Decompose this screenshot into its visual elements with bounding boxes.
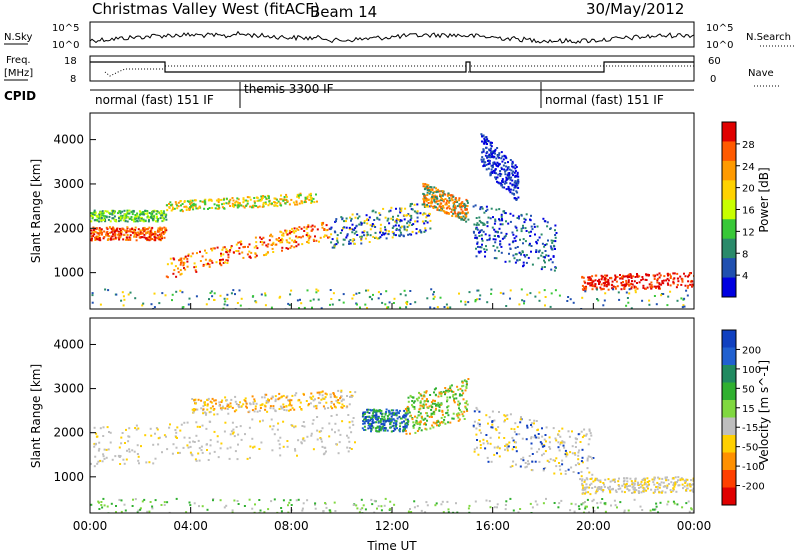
colorbar-tick-label: 28 bbox=[742, 140, 755, 151]
colorbar-swatch bbox=[722, 487, 736, 506]
power-colorbar-label: Power [dB] bbox=[757, 167, 771, 232]
colorbar-swatch bbox=[722, 277, 736, 298]
freq-label-1: Freq. bbox=[6, 55, 31, 66]
range-tick-label: 1000 bbox=[53, 470, 84, 484]
time-tick-label: 16:00 bbox=[475, 519, 510, 533]
power-heatmap bbox=[90, 133, 694, 309]
noise-rtick-top: 10^5 bbox=[706, 23, 733, 34]
colorbar-tick-label: 8 bbox=[742, 249, 748, 260]
colorbar-tick-label: 12 bbox=[742, 227, 755, 238]
nave-trace bbox=[104, 65, 694, 77]
range-tick-label: 1000 bbox=[53, 266, 84, 280]
cpid-segment-1: normal (fast) 151 IF bbox=[95, 93, 214, 107]
noise-tick-bottom: 10^0 bbox=[52, 40, 79, 51]
cpid-label: CPID bbox=[4, 89, 36, 103]
freq-label-2: [MHz] bbox=[4, 68, 33, 79]
date-label: 30/May/2012 bbox=[586, 0, 684, 18]
colorbar-swatch bbox=[722, 470, 736, 488]
velocity-ylabel: Slant Range [km] bbox=[29, 364, 43, 468]
cpid-segment-3: normal (fast) 151 IF bbox=[545, 93, 664, 107]
cpid-segment-2: themis 3300 IF bbox=[244, 82, 334, 96]
power-ylabel: Slant Range [km] bbox=[29, 159, 43, 263]
colorbar-swatch bbox=[722, 435, 736, 453]
freq-trace bbox=[90, 61, 694, 73]
colorbar-tick-label: 50 bbox=[742, 384, 755, 395]
range-tick-label: 3000 bbox=[53, 177, 84, 191]
colorbar-tick-label: 20 bbox=[742, 184, 755, 195]
colorbar-swatch bbox=[722, 141, 736, 162]
time-tick-label: 12:00 bbox=[375, 519, 410, 533]
time-axis: 00:00 04:00 08:00 12:00 16:00 20:00 00:00 bbox=[73, 303, 712, 533]
colorbar-swatch bbox=[722, 347, 736, 366]
velocity-panel: 1000 2000 3000 4000 Slant Range [km] 200 100… bbox=[29, 317, 771, 514]
noise-left-label: N.Sky bbox=[4, 32, 32, 43]
range-tick-label: 4000 bbox=[53, 337, 84, 351]
time-axis-label: Time UT bbox=[366, 539, 417, 553]
colorbar-tick-label: 16 bbox=[742, 206, 755, 217]
noise-sky-trace bbox=[89, 30, 695, 44]
colorbar-swatch bbox=[722, 258, 736, 279]
colorbar-swatch bbox=[722, 330, 736, 348]
time-tick-label: 20:00 bbox=[576, 519, 611, 533]
time-tick-label: 00:00 bbox=[73, 519, 108, 533]
colorbar-tick-label: -50 bbox=[742, 443, 758, 454]
velocity-colorbar: 200 100 50 15 -15 -50 -100 -200 bbox=[721, 329, 765, 506]
freq-tick-top: 18 bbox=[64, 56, 77, 67]
range-tick-label: 2000 bbox=[53, 426, 84, 440]
colorbar-swatch bbox=[722, 238, 736, 259]
colorbar-frame bbox=[721, 329, 737, 506]
colorbar-swatch bbox=[722, 122, 736, 142]
colorbar-tick-label: 4 bbox=[742, 271, 748, 282]
noise-rtick-bottom: 10^0 bbox=[706, 40, 733, 51]
nave-tick-bottom: 0 bbox=[710, 74, 716, 85]
velocity-colorbar-label: Velocity [m s^-1] bbox=[757, 360, 771, 464]
colorbar-swatch bbox=[722, 160, 736, 181]
freq-panel: Freq. [MHz] 18 8 60 0 Nave bbox=[4, 55, 780, 87]
time-tick-label: 04:00 bbox=[173, 519, 208, 533]
noise-right-label: N.Search bbox=[746, 32, 791, 43]
power-colorbar: 28 24 20 16 12 8 4 bbox=[721, 121, 755, 298]
beam-label: Beam 14 bbox=[310, 3, 377, 21]
colorbar-tick-label: 24 bbox=[742, 162, 755, 173]
colorbar-swatch bbox=[722, 199, 736, 220]
colorbar-tick-label: -100 bbox=[742, 462, 765, 473]
time-tick-label: 08:00 bbox=[274, 519, 309, 533]
colorbar-tick-label: -15 bbox=[742, 423, 758, 434]
colorbar-swatch bbox=[722, 219, 736, 240]
colorbar-swatch bbox=[722, 417, 736, 436]
power-panel: 1000 2000 3000 4000 Slant Range [km] 28 24 20… bbox=[29, 112, 771, 310]
nave-tick-top: 60 bbox=[708, 56, 721, 67]
colorbar-swatch bbox=[722, 180, 736, 201]
colorbar-swatch bbox=[722, 452, 736, 471]
range-tick-label: 3000 bbox=[53, 382, 84, 396]
range-tick-label: 2000 bbox=[53, 221, 84, 235]
cpid-panel: CPID normal (fast) 151 IF themis 3300 IF… bbox=[4, 82, 694, 108]
colorbar-tick-label: 15 bbox=[742, 404, 755, 415]
colorbar-swatch bbox=[722, 382, 736, 401]
colorbar-tick-label: -200 bbox=[742, 482, 765, 493]
time-tick-label: 00:00 bbox=[677, 519, 712, 533]
nave-label: Nave bbox=[748, 68, 774, 79]
noise-tick-top: 10^5 bbox=[52, 23, 79, 34]
colorbar-swatch bbox=[722, 400, 736, 418]
noise-panel: N.Sky 10^5 10^0 10^5 10^0 N.Search bbox=[4, 21, 796, 51]
range-tick-label: 4000 bbox=[53, 133, 84, 147]
colorbar-tick-label: 100 bbox=[742, 365, 761, 376]
colorbar-swatch bbox=[722, 365, 736, 383]
freq-tick-bottom: 8 bbox=[70, 74, 76, 85]
plot-title: Christmas Valley West (fitACF) bbox=[92, 0, 320, 18]
colorbar-tick-label: 200 bbox=[742, 345, 761, 356]
